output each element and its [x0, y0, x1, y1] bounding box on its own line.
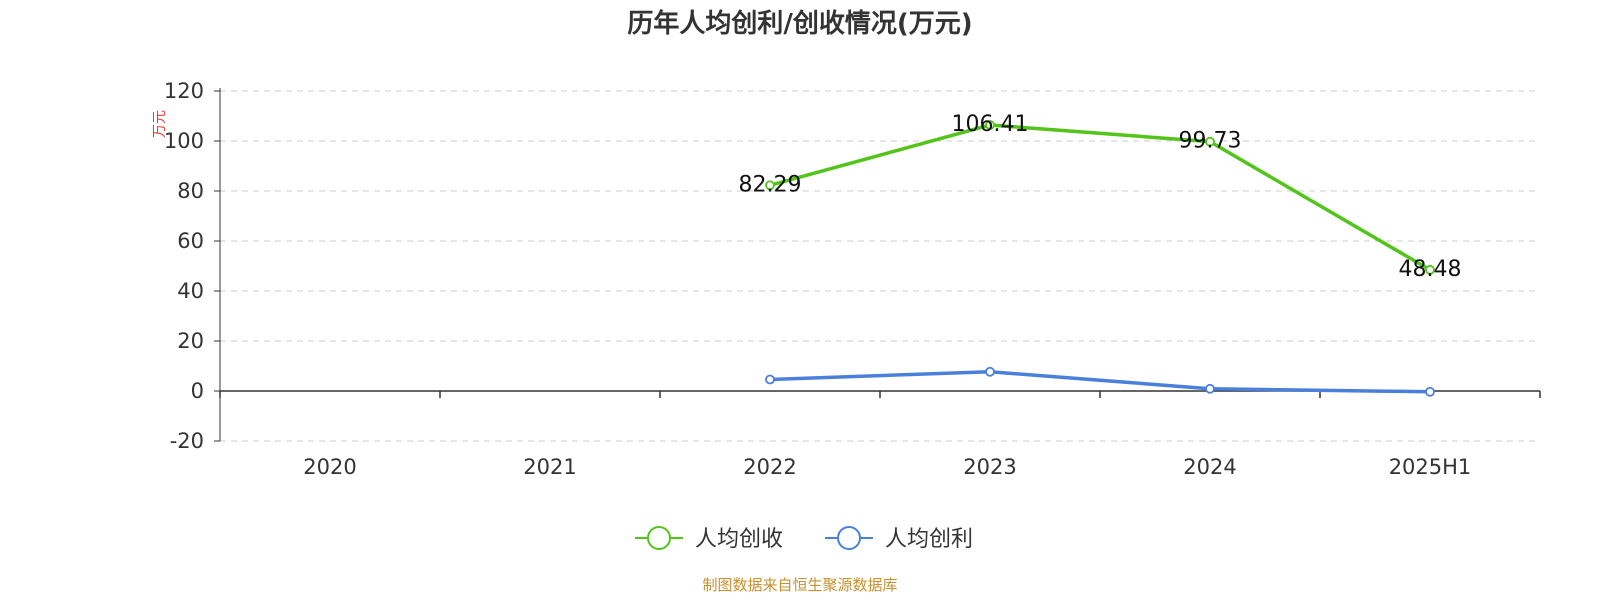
legend-label: 人均创收: [695, 527, 783, 552]
data-labels: 82.29 106.41 99.73 48.48: [739, 112, 1462, 282]
data-point[interactable]: [985, 366, 995, 377]
y-tick-label: 0: [191, 379, 204, 403]
x-tick-label: 2021: [523, 455, 576, 479]
data-point[interactable]: [985, 120, 995, 130]
legend-item-1[interactable]: 人均创收: [635, 526, 783, 552]
y-axis-ticks: 120 100 80 60 40 20 0 -20: [164, 79, 220, 453]
y-tick-label: 40: [177, 279, 204, 303]
data-label: 99.73: [1179, 129, 1242, 154]
y-tick-label: 100: [164, 129, 204, 153]
series-layer: [765, 120, 1435, 397]
data-point[interactable]: [765, 374, 775, 385]
x-axis-ticks: 2020 2021 2022 2023 2024 2025H1: [219, 391, 1541, 479]
data-point[interactable]: [765, 180, 775, 191]
y-tick-label: 20: [177, 329, 204, 353]
data-point[interactable]: [1425, 386, 1435, 397]
grid: [220, 90, 1540, 442]
x-tick-label: 2025H1: [1389, 455, 1472, 479]
y-tick-label: 120: [164, 79, 204, 103]
data-label: 48.48: [1399, 257, 1462, 282]
legend-item-2[interactable]: 人均创利: [825, 526, 973, 552]
y-tick-label: 60: [177, 229, 204, 253]
legend-label: 人均创利: [885, 527, 973, 552]
legend-marker: [647, 526, 671, 550]
data-point[interactable]: [1205, 383, 1215, 394]
legend-marker: [837, 526, 861, 550]
data-point[interactable]: [1425, 264, 1435, 275]
x-tick-label: 2023: [963, 455, 1016, 479]
x-tick-label: 2022: [743, 455, 796, 479]
series-line-2: [769, 370, 1431, 394]
chart-title: 历年人均创利/创收情况(万元): [627, 8, 972, 39]
x-tick-label: 2020: [303, 455, 356, 479]
y-axis-label: 万元: [152, 110, 168, 138]
data-label: 106.41: [952, 112, 1029, 137]
data-label: 82.29: [739, 172, 802, 197]
y-tick-label: 80: [177, 179, 204, 203]
legend[interactable]: 人均创收 人均创利: [635, 526, 973, 552]
series-line-1: [769, 123, 1431, 272]
x-tick-label: 2024: [1183, 455, 1236, 479]
source-note: 制图数据来自恒生聚源数据库: [702, 576, 897, 594]
y-tick-label: -20: [170, 429, 204, 453]
data-point[interactable]: [1205, 136, 1215, 147]
